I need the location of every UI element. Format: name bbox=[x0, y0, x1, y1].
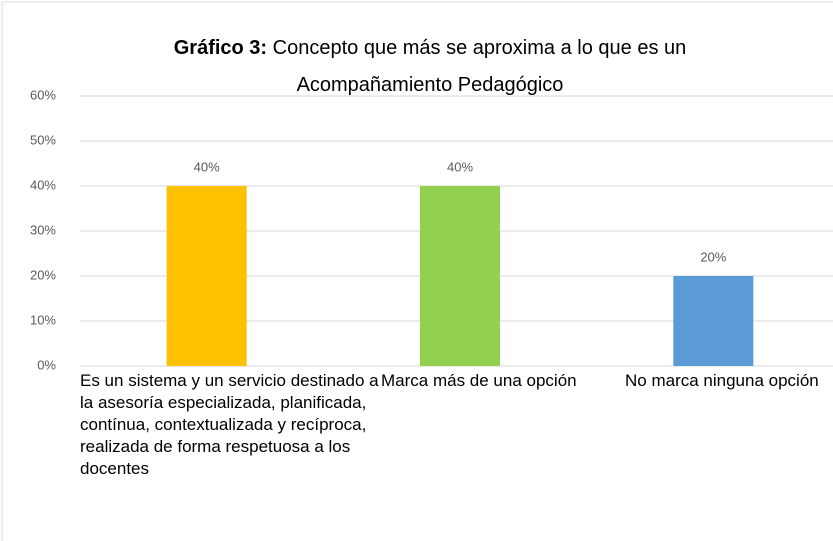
y-tick-label: 40% bbox=[30, 177, 56, 192]
value-label: 40% bbox=[194, 159, 220, 174]
value-label: 20% bbox=[700, 249, 726, 264]
title-text: Concepto que más se aproxima a lo que es… bbox=[272, 37, 687, 96]
bar bbox=[420, 186, 500, 366]
title-label: Gráfico 3: bbox=[173, 37, 268, 59]
y-tick-label: 10% bbox=[30, 312, 56, 327]
y-tick-label: 60% bbox=[30, 87, 56, 102]
y-tick-label: 0% bbox=[37, 357, 56, 372]
bar bbox=[166, 186, 247, 366]
x-tick-label: Marca más de una opción bbox=[381, 371, 577, 390]
x-tick-label: Es un sistema y un servicio destinado a … bbox=[80, 371, 379, 478]
value-label: 40% bbox=[447, 159, 473, 174]
y-tick-label: 20% bbox=[30, 267, 56, 282]
y-tick-label: 50% bbox=[30, 132, 56, 147]
x-tick-label: No marca ninguna opción bbox=[625, 371, 819, 390]
chart-title: Gráfico 3: Concepto que más se aproxima … bbox=[110, 30, 750, 104]
bar bbox=[673, 276, 754, 366]
y-tick-label: 30% bbox=[30, 222, 56, 237]
